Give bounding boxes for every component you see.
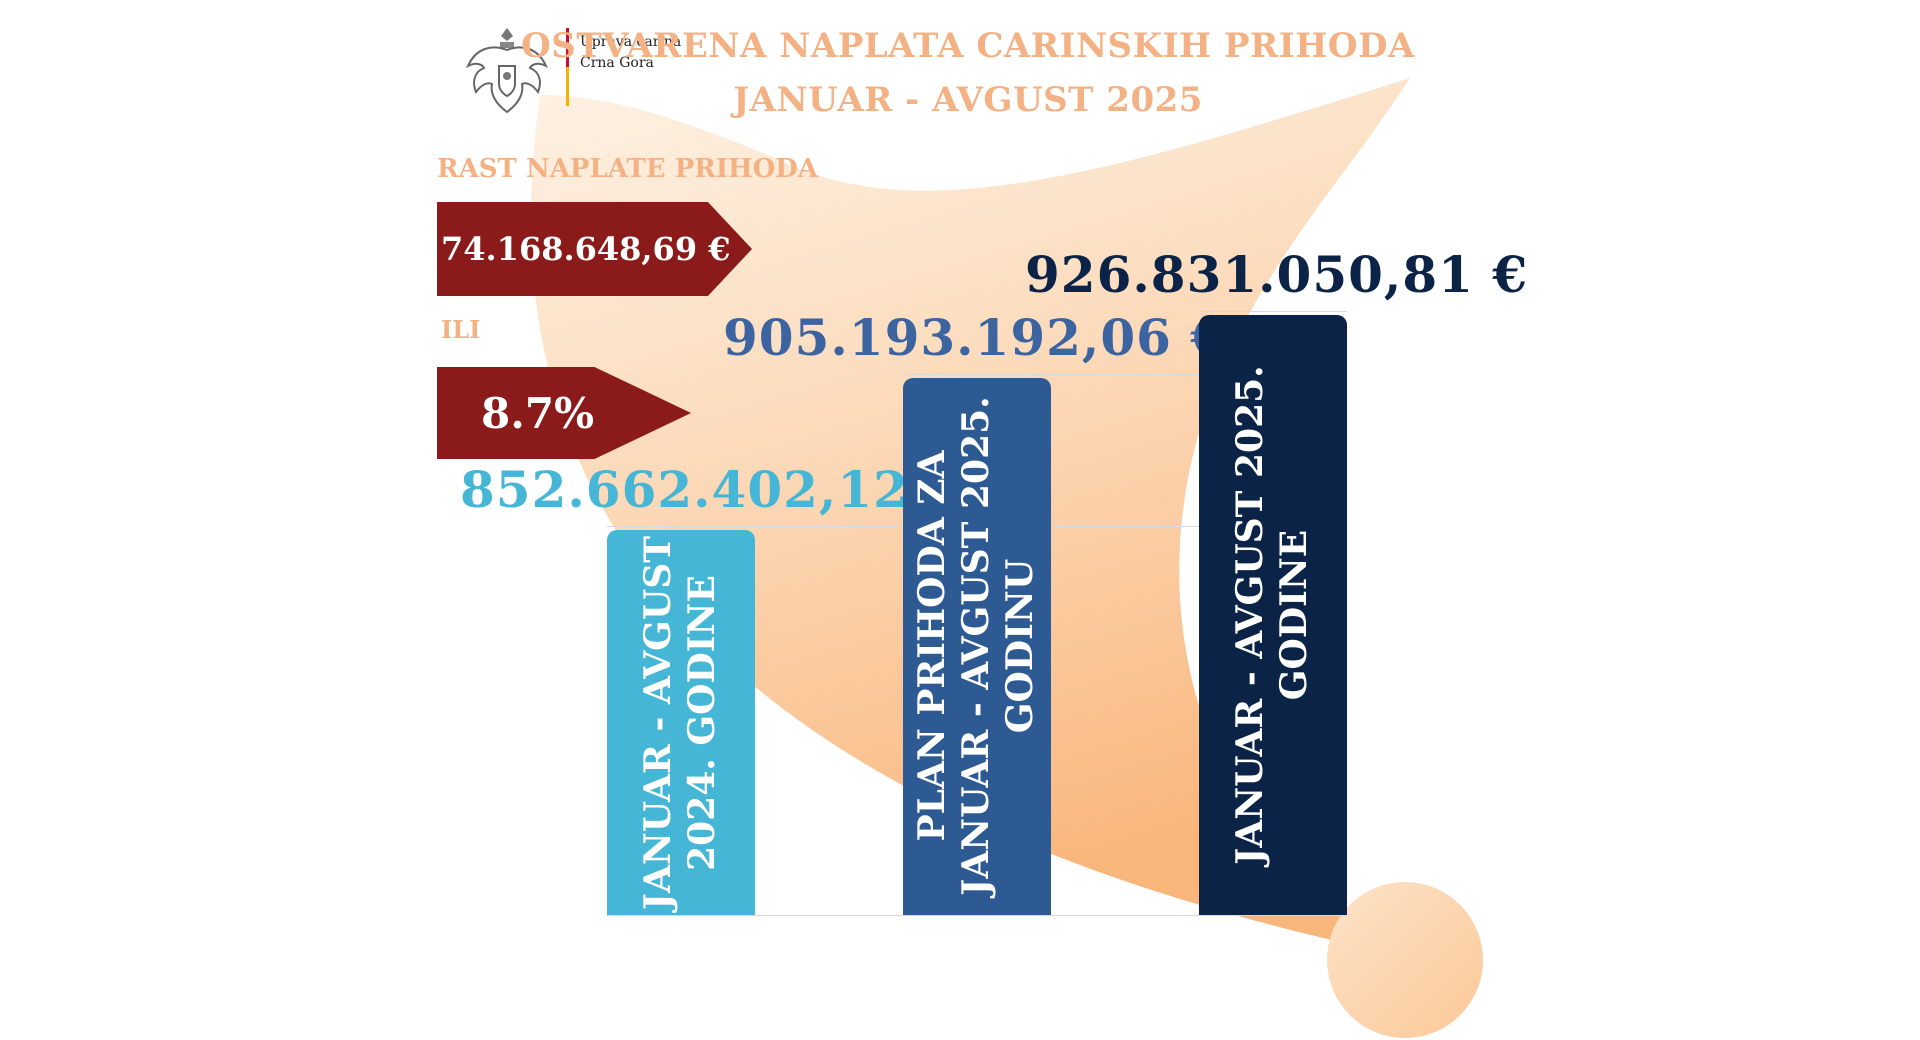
bar [607, 530, 755, 915]
growth-amount: 74.168.648,69 € [441, 230, 731, 268]
bar-category-line: JANUAR - AVGUST 2025. [955, 396, 998, 897]
org-name-line2: Crna Gora [580, 55, 654, 71]
growth-percent: 8.7% [481, 388, 594, 438]
bar-category-line: JANUAR - AVGUST [637, 535, 680, 910]
bar-value-label: 852.662.402,12 € [460, 460, 964, 519]
growth-amount-arrow: 74.168.648,69 € [437, 202, 752, 296]
growth-percent-arrow: 8.7% [437, 367, 691, 459]
bar-category-line: PLAN PRIHODA ZA [911, 451, 954, 842]
gridline [1199, 311, 1347, 312]
bar-category-label: JANUAR - AVGUST 2024. GODINE [637, 536, 725, 910]
gridline [903, 374, 1347, 375]
bar-category-line: JANUAR - AVGUST 2025. [1229, 365, 1272, 865]
decorative-circle [1327, 882, 1483, 1038]
growth-title: RAST NAPLATE PRIHODA [437, 154, 818, 184]
bar-value-label: 905.193.192,06 € [723, 308, 1227, 367]
bar [903, 378, 1051, 915]
bar-category-line: GODINE [1273, 529, 1315, 701]
org-name-line1: Uprava carina [580, 34, 682, 50]
logo-divider [566, 28, 569, 106]
bar-category-label: JANUAR - AVGUST 2025. GODINE [1229, 365, 1317, 864]
title-line1: OSTVARENA NAPLATA CARINSKIH PRIHODA [521, 26, 1415, 66]
bar-category-line: 2024. GODINE [681, 574, 723, 871]
bar-value-label: 926.831.050,81 € [1025, 245, 1529, 304]
bar-category-line: GODINU [998, 559, 1041, 734]
coat-of-arms-icon [465, 28, 549, 114]
chart-baseline [607, 915, 1347, 916]
bar-category-label: PLAN PRIHODA ZA JANUAR - AVGUST 2025. GODI… [911, 397, 1043, 896]
connector-text: ILI [441, 315, 481, 344]
bar [1199, 315, 1347, 915]
title-line2: JANUAR - AVGUST 2025 [733, 80, 1203, 120]
